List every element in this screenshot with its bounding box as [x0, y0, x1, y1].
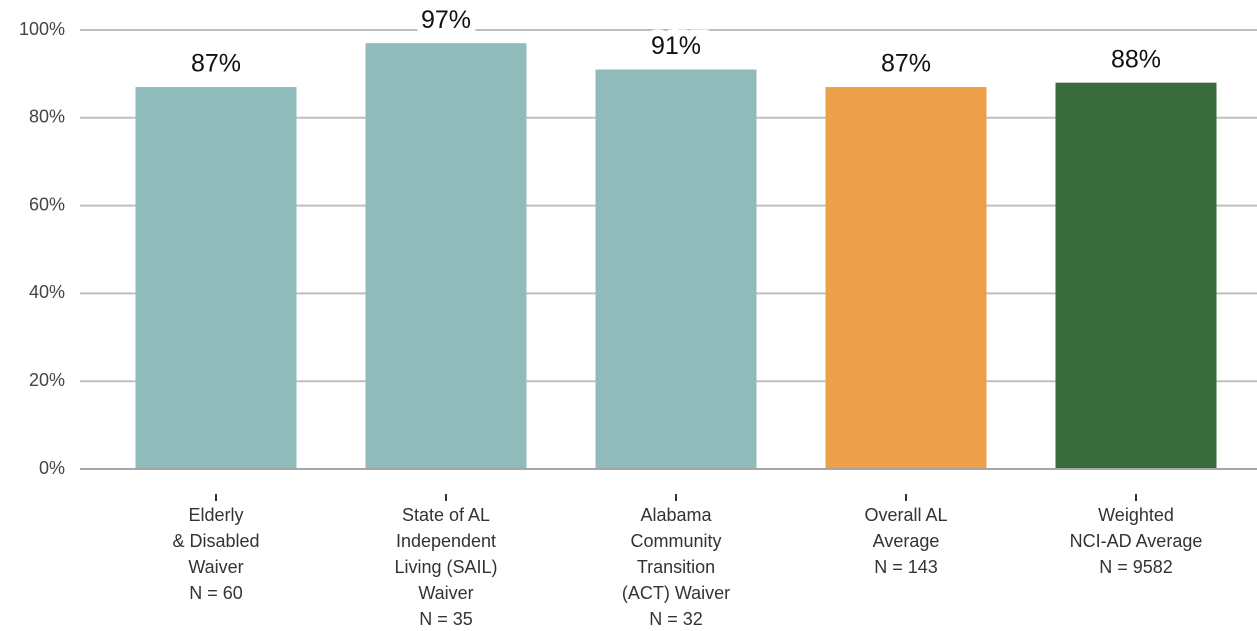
bar: [1055, 82, 1217, 470]
x-tick-label: N = 9582: [1099, 557, 1173, 577]
y-tick-label: 20%: [29, 370, 65, 390]
x-tick-label: (ACT) Waiver: [622, 583, 730, 603]
x-tick-label: Living (SAIL): [394, 557, 497, 577]
x-tick-label: NCI-AD Average: [1070, 531, 1203, 551]
bar: [365, 43, 527, 470]
x-tick-label: N = 32: [649, 609, 703, 629]
x-tick-label: Average: [873, 531, 940, 551]
value-label: 97%: [421, 6, 471, 34]
x-tick-label: Weighted: [1098, 505, 1174, 525]
value-label: 91%: [651, 32, 701, 60]
x-tick-label: Waiver: [418, 583, 473, 603]
y-tick-label: 40%: [29, 282, 65, 302]
x-tick-label: Overall AL: [864, 505, 947, 525]
value-label: 87%: [191, 50, 241, 78]
x-tick-label: Elderly: [188, 505, 243, 525]
x-tick-label: & Disabled: [172, 531, 259, 551]
x-tick-label: Alabama: [640, 505, 712, 525]
x-tick-label: N = 60: [189, 583, 243, 603]
bar: [825, 87, 987, 469]
x-tick-label: Waiver: [188, 557, 243, 577]
x-tick-label: State of AL: [402, 505, 490, 525]
y-tick-label: 60%: [29, 194, 65, 214]
x-tick-label: N = 35: [419, 609, 473, 629]
x-tick-label: Independent: [396, 531, 496, 551]
x-tick-label: Transition: [637, 557, 715, 577]
value-label: 87%: [881, 50, 931, 78]
y-tick-label: 100%: [19, 19, 65, 39]
value-label: 88%: [1111, 45, 1161, 73]
y-tick-label: 80%: [29, 107, 65, 127]
bar: [595, 69, 757, 469]
x-tick-label: Community: [630, 531, 721, 551]
y-tick-label: 0%: [39, 458, 65, 478]
x-tick-label: N = 143: [874, 557, 938, 577]
bar: [135, 87, 297, 469]
